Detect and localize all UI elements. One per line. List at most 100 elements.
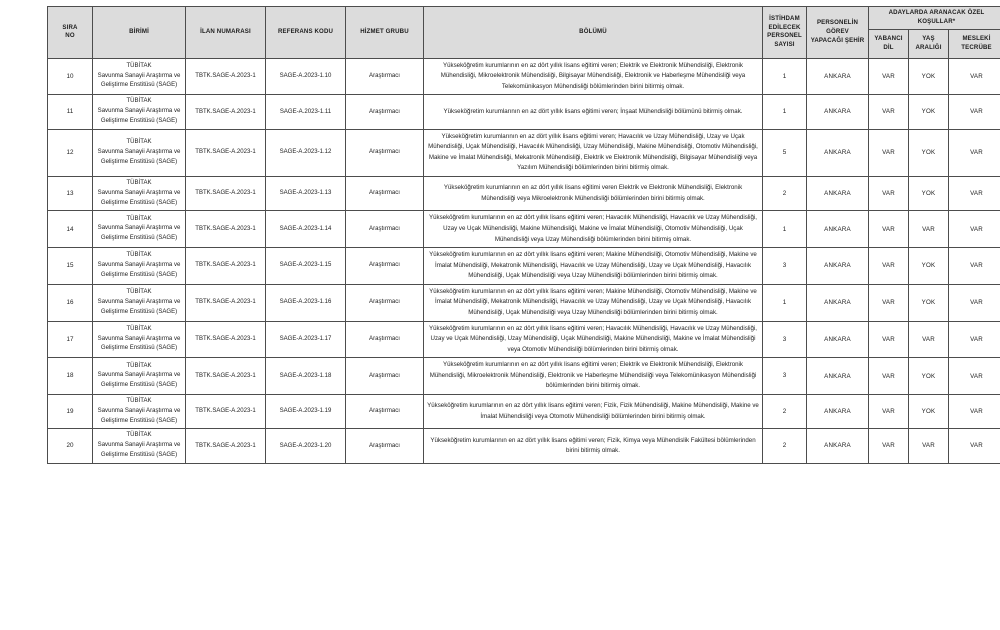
cell-birimi-line2: Savunma Sanayii Araştırma ve Geliştirme … — [97, 189, 181, 206]
table-row[interactable]: 10 TÜBİTAK Savunma Sanayii Araştırma ve Ge… — [47, 57, 1000, 96]
table-header-row-1: SIRA NO BİRİMİ İLAN NUMARASI REFERANS KO… — [47, 6, 1000, 59]
table-row[interactable]: 12 TÜBİTAK Savunma Sanayii Araştırma ve Ge… — [47, 128, 1000, 178]
cell-birimi-line1: TÜBİTAK — [126, 362, 152, 369]
table-row[interactable]: 13 TÜBİTAK Savunma Sanayii Araştırma ve Ge… — [47, 176, 1000, 212]
cell-birimi-line2: Savunma Sanayii Araştırma ve Geliştirme … — [97, 407, 181, 424]
cell-yabanci-dil: VAR — [868, 94, 909, 130]
column-header-yas-araligi: YAŞ ARALIĞI — [908, 28, 949, 59]
cell-ilan-numarasi: TBTK.SAGE-A.2023-1 — [185, 94, 266, 130]
cell-birimi: TÜBİTAK Savunma Sanayii Araştırma ve Geli… — [92, 357, 186, 396]
cell-birimi-line1: TÜBİTAK — [126, 252, 152, 259]
cell-referans-kodu: SAGE-A.2023-1.18 — [265, 357, 346, 396]
column-header-ozel-kosullar: ADAYLARDA ARANACAK ÖZEL KOŞULLAR* — [867, 6, 1000, 30]
cell-istihdam-sayisi: 1 — [762, 283, 807, 322]
cell-birimi-line2: Savunma Sanayii Araştırma ve Geliştirme … — [97, 149, 181, 165]
table-row[interactable]: 14 TÜBİTAK Savunma Sanayii Araştırma ve Ge… — [47, 210, 1000, 249]
cell-sira-no: 16 — [47, 283, 93, 322]
column-header-mesleki-tecrube: MESLEKİ TECRÜBE — [947, 28, 1000, 59]
cell-ilan-numarasi: TBTK.SAGE-A.2023-1 — [185, 176, 266, 212]
cell-ilan-numarasi: TBTK.SAGE-A.2023-1 — [185, 394, 266, 430]
column-header-ilan-numarasi: İLAN NUMARASI — [185, 6, 266, 59]
cell-yabanci-dil: VAR — [868, 210, 909, 249]
cell-ilan-numarasi: TBTK.SAGE-A.2023-1 — [185, 320, 266, 359]
cell-hizmet-grubu: Araştırmacı — [345, 320, 424, 359]
cell-yas-araligi: YOK — [908, 176, 949, 212]
column-header-gorev-sehri: PERSONELİN GÖREV YAPACAĞI ŞEHİR — [806, 6, 869, 59]
column-header-istihdam-sayisi: İSTİHDAM EDİLECEK PERSONEL SAYISI — [762, 6, 807, 59]
cell-bolumu: Yükseköğretim kurumlarının en az dört yı… — [423, 94, 763, 130]
cell-yas-araligi: VAR — [908, 210, 949, 249]
cell-birimi: TÜBİTAK Savunma Sanayii Araştırma ve Geli… — [92, 283, 186, 322]
cell-hizmet-grubu: Araştırmacı — [345, 428, 424, 464]
cell-yas-araligi: YOK — [908, 357, 949, 396]
column-header-sira-no-line2: NO — [65, 32, 75, 40]
cell-ilan-numarasi: TBTK.SAGE-A.2023-1 — [185, 57, 266, 96]
cell-sira-no: 12 — [47, 128, 93, 178]
cell-referans-kodu: SAGE-A.2023-1.10 — [265, 57, 346, 96]
cell-ilan-numarasi: TBTK.SAGE-A.2023-1 — [185, 210, 266, 249]
cell-istihdam-sayisi: 3 — [762, 247, 807, 285]
column-header-hizmet-grubu: HİZMET GRUBU — [345, 6, 424, 59]
cell-birimi-line1: TÜBİTAK — [126, 139, 152, 146]
cell-birimi-line2: Savunma Sanayii Araştırma ve Geliştirme … — [97, 225, 181, 242]
table-row[interactable]: 19 TÜBİTAK Savunma Sanayii Araştırma ve Ge… — [47, 394, 1000, 430]
recruitment-table: SIRA NO BİRİMİ İLAN NUMARASI REFERANS KO… — [47, 6, 1000, 464]
cell-mesleki-tecrube: VAR — [947, 357, 1000, 396]
cell-birimi: TÜBİTAK Savunma Sanayii Araştırma ve Geli… — [92, 210, 186, 249]
cell-mesleki-tecrube: VAR — [947, 394, 1000, 430]
cell-yabanci-dil: VAR — [868, 57, 909, 96]
column-header-yabanci-dil: YABANCI DİL — [868, 28, 909, 59]
cell-gorev-sehri: ANKARA — [806, 247, 869, 285]
cell-birimi-line2: Savunma Sanayii Araştırma ve Geliştirme … — [97, 108, 181, 124]
cell-bolumu: Yükseköğretim kurumlarının en az dört yı… — [423, 428, 763, 464]
cell-istihdam-sayisi: 1 — [762, 94, 807, 130]
column-header-bolumu: BÖLÜMÜ — [423, 6, 763, 59]
cell-gorev-sehri: ANKARA — [806, 176, 869, 212]
cell-yas-araligi: YOK — [908, 94, 949, 130]
cell-gorev-sehri: ANKARA — [806, 210, 869, 249]
cell-birimi-line2: Savunma Sanayii Araştırma ve Geliştirme … — [97, 262, 181, 278]
cell-mesleki-tecrube: VAR — [947, 210, 1000, 249]
cell-yas-araligi: YOK — [908, 247, 949, 285]
cell-bolumu: Yükseköğretim kurumlarının en az dört yı… — [423, 357, 763, 396]
cell-birimi-line2: Savunma Sanayii Araştırma ve Geliştirme … — [97, 372, 181, 389]
cell-birimi-line1: TÜBİTAK — [126, 289, 152, 296]
cell-ilan-numarasi: TBTK.SAGE-A.2023-1 — [185, 283, 266, 322]
cell-yabanci-dil: VAR — [868, 283, 909, 322]
table-row[interactable]: 18 TÜBİTAK Savunma Sanayii Araştırma ve Ge… — [47, 357, 1000, 396]
cell-yabanci-dil: VAR — [868, 320, 909, 359]
table-row[interactable]: 17 TÜBİTAK Savunma Sanayii Araştırma ve Ge… — [47, 320, 1000, 359]
column-header-sira-no-line1: SIRA — [62, 23, 78, 31]
table-row[interactable]: 16 TÜBİTAK Savunma Sanayii Araştırma ve Ge… — [47, 283, 1000, 322]
cell-bolumu: Yükseköğretim kurumlarının en az dört yı… — [423, 176, 763, 212]
cell-referans-kodu: SAGE-A.2023-1.20 — [265, 428, 346, 464]
cell-birimi: TÜBİTAK Savunma Sanayii Araştırma ve Geli… — [92, 94, 186, 130]
cell-sira-no: 13 — [47, 176, 93, 212]
cell-yas-araligi: YOK — [908, 283, 949, 322]
cell-birimi-line1: TÜBİTAK — [126, 398, 152, 405]
cell-istihdam-sayisi: 3 — [762, 357, 807, 396]
cell-hizmet-grubu: Araştırmacı — [345, 57, 424, 96]
cell-sira-no: 15 — [47, 247, 93, 285]
table-row[interactable]: 20 TÜBİTAK Savunma Sanayii Araştırma ve Ge… — [47, 428, 1000, 464]
cell-gorev-sehri: ANKARA — [806, 394, 869, 430]
cell-hizmet-grubu: Araştırmacı — [345, 210, 424, 249]
cell-yas-araligi: YOK — [908, 57, 949, 96]
cell-bolumu: Yükseköğretim kurumlarının en az dört yı… — [423, 394, 763, 430]
cell-istihdam-sayisi: 2 — [762, 394, 807, 430]
table-row[interactable]: 11 TÜBİTAK Savunma Sanayii Araştırma ve Ge… — [47, 94, 1000, 130]
column-header-sira-no: SIRA NO — [47, 6, 93, 59]
cell-birimi: TÜBİTAK Savunma Sanayii Araştırma ve Geli… — [92, 247, 186, 285]
cell-gorev-sehri: ANKARA — [806, 128, 869, 178]
cell-referans-kodu: SAGE-A.2023-1.17 — [265, 320, 346, 359]
cell-yas-araligi: YOK — [908, 394, 949, 430]
cell-birimi-line1: TÜBİTAK — [126, 215, 152, 222]
cell-istihdam-sayisi: 2 — [762, 176, 807, 212]
cell-gorev-sehri: ANKARA — [806, 357, 869, 396]
cell-mesleki-tecrube: VAR — [947, 128, 1000, 178]
cell-referans-kodu: SAGE-A.2023-1.11 — [265, 94, 346, 130]
table-row[interactable]: 15 TÜBİTAK Savunma Sanayii Araştırma ve Ge… — [47, 247, 1000, 285]
cell-yas-araligi: YOK — [908, 128, 949, 178]
column-header-birimi: BİRİMİ — [92, 6, 186, 59]
cell-referans-kodu: SAGE-A.2023-1.13 — [265, 176, 346, 212]
